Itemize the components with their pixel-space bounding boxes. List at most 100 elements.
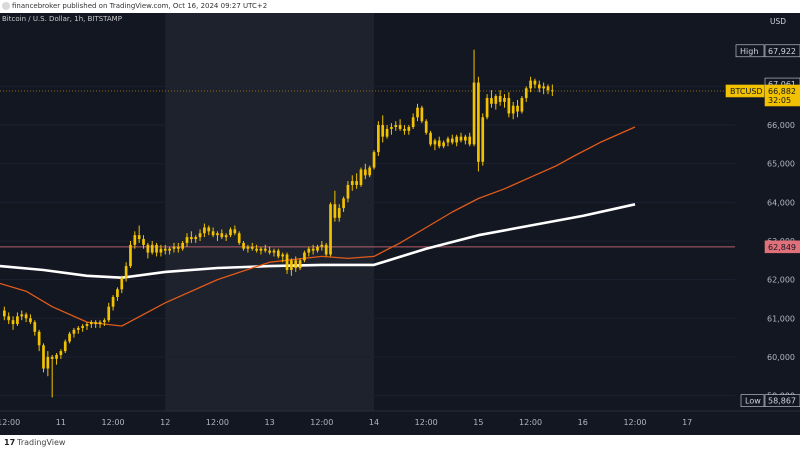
x-tick-label: 12:00 [102,418,125,427]
price-tag-countdown: 32:05 [768,96,791,105]
candle-body [146,244,150,253]
candle-body [259,248,263,251]
moving-average-slow-line [0,203,636,280]
candle-body [498,96,502,102]
y-tick-label: 60,000 [767,353,795,362]
candle-body [337,208,341,218]
candle-body [459,136,463,141]
candle-body [324,244,328,255]
candle-body [24,314,28,319]
candle-body [329,204,332,255]
x-tick-label: 12:00 [623,418,646,427]
candle-body [242,242,245,249]
candle-body [446,138,450,143]
candle-body [503,98,506,102]
publisher-avatar-icon [2,2,10,10]
candle-body [76,327,80,330]
currency-label: USD [770,17,787,26]
candle-body [320,244,324,247]
candle-body [250,246,254,249]
candle-body [33,322,37,332]
candle-body [490,98,493,104]
candle-body [42,345,45,369]
candle-body [168,248,171,251]
price-tag-value-box [764,394,800,407]
candle-body [129,244,132,267]
candle-body [81,325,84,328]
candle-body [529,80,532,89]
candle-body [398,125,402,129]
candle-body [3,310,6,317]
y-tick-label: 62,000 [767,276,795,285]
x-tick-label: 12:00 [519,418,542,427]
candle-body [103,320,106,323]
candle-body [411,117,415,127]
candle-body [311,248,315,251]
price-tag-value-box [764,240,800,254]
candle-body [442,142,445,147]
x-tick-label: 17 [682,418,692,427]
x-tick-label: 15 [473,418,483,427]
candle-body [181,242,185,249]
candle-body [303,252,306,261]
x-tick-label: 12 [160,418,170,427]
candle-body [424,121,428,133]
candle-body [359,169,363,185]
candle-body [150,244,154,253]
candle-body [163,248,167,251]
chart-area[interactable]: 59,00060,00061,00062,00063,00064,00065,0… [0,13,800,435]
candle-body [37,331,41,346]
candle-body [298,260,302,269]
footer-brand: TradingView [17,438,66,447]
candle-body [220,233,224,238]
candle-body [346,184,350,199]
price-tag-label: Low [745,397,761,406]
candle-body [133,235,137,245]
candle-body [94,322,98,325]
price-tag-value: 67,922 [768,47,796,56]
candle-body [542,86,545,89]
candle-body [185,237,189,243]
candle-body [216,233,219,236]
price-tag-value-box [764,44,800,58]
candle-body [194,237,198,240]
candle-body [211,231,215,236]
candle-body [72,329,76,334]
candle-body [333,204,337,218]
candle-body [507,98,511,114]
candle-body [229,229,232,236]
candle-body [281,254,285,257]
highlight-band [165,13,375,411]
candle-body [176,246,180,249]
candle-body [537,84,541,89]
candle-body [381,125,385,137]
candle-body [203,227,206,234]
candle-body [294,260,298,269]
candle-body [477,82,480,162]
candle-body [385,128,389,137]
chart-background [0,13,800,435]
price-tag-value-box [764,84,800,107]
candle-body [272,250,276,253]
candle-body [98,322,102,325]
publish-info-text: financebroker published on TradingView.c… [12,2,268,10]
price-tag-value: 62,849 [768,243,796,252]
candle-body [372,152,376,168]
price-tag-label-box [740,394,765,407]
y-tick-label: 61,000 [767,314,795,323]
candle-body [516,105,519,112]
candle-body [68,333,71,342]
candle-body [342,198,345,209]
candle-body [142,239,145,245]
price-tag-value: 67,061 [768,80,796,89]
candle-body [546,86,550,91]
price-chart[interactable]: 59,00060,00061,00062,00063,00064,00065,0… [0,13,800,435]
candle-body [263,248,267,251]
candle-body [550,90,554,92]
x-tick-label: 12:00 [0,418,20,427]
candle-body [29,318,32,323]
candle-body [46,356,50,369]
y-tick-label: 66,000 [767,121,795,130]
candle-body [350,181,354,185]
candle-body [233,229,237,234]
